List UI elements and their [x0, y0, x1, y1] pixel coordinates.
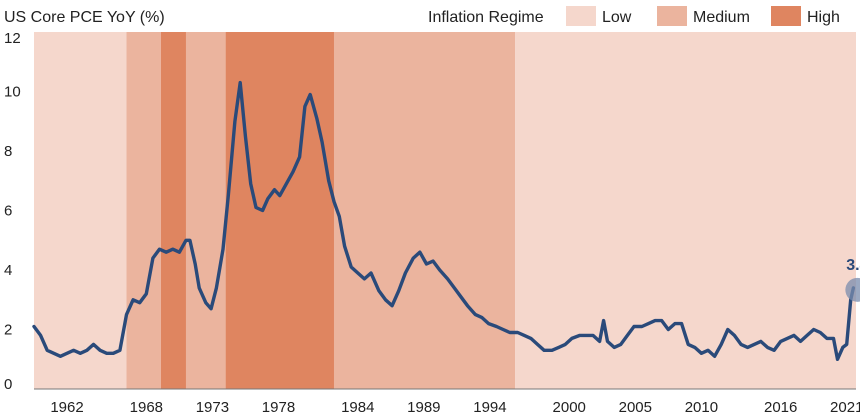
regime-band-low-6 [515, 32, 856, 389]
y-tick-label-8: 8 [4, 143, 12, 160]
legend-label-medium: Medium [693, 9, 750, 26]
legend-label-low: Low [602, 9, 632, 26]
x-tick-label-2010: 2010 [685, 399, 718, 416]
regime-band-medium-3 [185, 32, 226, 389]
latest-value-marker [845, 277, 860, 302]
x-tick-label-1984: 1984 [341, 399, 374, 416]
x-tick-label-1962: 1962 [50, 399, 83, 416]
x-tick-label-1989: 1989 [407, 399, 440, 416]
regime-band-high-4 [225, 32, 334, 389]
legend-label-high: High [807, 9, 840, 26]
core-pce-line [32, 80, 856, 361]
y-tick-label-10: 10 [4, 84, 21, 101]
legend-swatch-low [566, 6, 596, 26]
x-tick-label-2000: 2000 [553, 399, 586, 416]
x-tick-label-2005: 2005 [619, 399, 652, 416]
y-tick-label-4: 4 [4, 262, 12, 279]
regime-band-low-0 [34, 32, 127, 389]
x-tick-label-2021: 2021 [830, 399, 860, 416]
x-tick-label-2016: 2016 [764, 399, 797, 416]
x-tick-label-1968: 1968 [130, 399, 163, 416]
regime-band-medium-1 [126, 32, 161, 389]
chart-title: US Core PCE YoY (%) [4, 9, 165, 26]
regime-bands [34, 32, 856, 389]
y-tick-label-0: 0 [4, 376, 12, 393]
x-axis-ticks: 1962 1968 1973 1978 1984 1989 1994 2000 2005 2010… [50, 399, 860, 416]
x-tick-label-1978: 1978 [262, 399, 295, 416]
legend: Inflation Regime Low Medium High [428, 6, 840, 26]
legend-swatch-high [771, 6, 801, 26]
legend-swatch-medium [657, 6, 687, 26]
latest-value-label: 3.4 [846, 257, 860, 274]
y-tick-label-12: 12 [4, 30, 21, 47]
x-tick-label-1994: 1994 [473, 399, 506, 416]
regime-band-medium-5 [333, 32, 516, 389]
legend-title: Inflation Regime [428, 9, 544, 26]
regime-band-high-2 [160, 32, 186, 389]
y-tick-label-2: 2 [4, 322, 12, 339]
x-tick-label-1973: 1973 [196, 399, 229, 416]
y-axis-ticks: 0 2 4 6 8 10 12 [4, 30, 21, 393]
y-tick-label-6: 6 [4, 203, 12, 220]
